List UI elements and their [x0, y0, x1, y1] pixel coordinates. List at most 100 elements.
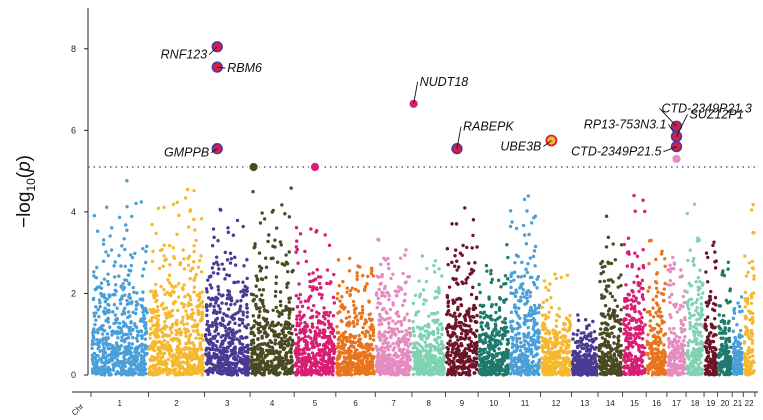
snp-point — [263, 326, 267, 330]
snp-point — [529, 221, 534, 225]
snp-point — [166, 340, 170, 345]
snp-point — [523, 316, 527, 321]
snp-point — [259, 277, 264, 281]
snp-point — [240, 342, 245, 347]
snp-point — [185, 356, 190, 361]
snp-point — [345, 356, 350, 360]
snp-point — [351, 321, 356, 325]
snp-point — [371, 370, 375, 375]
snp-point — [521, 291, 525, 296]
snp-point — [522, 233, 527, 237]
chromosome-label: 20 — [720, 399, 729, 408]
snp-point — [458, 312, 462, 316]
snp-point — [255, 358, 259, 362]
snp-point — [210, 368, 214, 373]
snp-point — [112, 349, 117, 353]
snp-point — [167, 281, 172, 285]
snp-point — [249, 363, 254, 367]
snp-point — [499, 285, 503, 289]
snp-point — [214, 344, 218, 348]
snp-point — [401, 303, 405, 308]
snp-point — [204, 353, 209, 357]
snp-point — [120, 369, 124, 373]
snp-point — [215, 310, 219, 314]
snp-point — [200, 373, 204, 377]
snp-point — [241, 288, 246, 292]
snp-point — [397, 314, 401, 318]
snp-point — [347, 269, 352, 273]
snp-point — [144, 260, 148, 265]
snp-point — [226, 357, 230, 362]
snp-point — [181, 287, 185, 292]
snp-point — [94, 353, 99, 358]
snp-point — [400, 329, 404, 334]
snp-point — [119, 264, 123, 268]
snp-point — [254, 274, 258, 278]
snp-point — [467, 370, 471, 375]
snp-point — [186, 362, 190, 367]
snp-point — [407, 326, 412, 331]
snp-point — [109, 248, 114, 252]
snp-point — [275, 350, 280, 354]
snp-point — [129, 320, 133, 324]
snp-point — [212, 353, 216, 357]
snp-point — [363, 333, 367, 337]
snp-point — [217, 292, 221, 296]
snp-point — [331, 373, 335, 377]
snp-point — [143, 308, 147, 313]
snp-point — [445, 247, 450, 251]
snp-point — [399, 287, 404, 291]
snp-point — [90, 353, 95, 357]
snp-point — [222, 354, 226, 358]
snp-point — [192, 346, 197, 351]
snp-point — [94, 276, 98, 280]
snp-point — [127, 356, 132, 361]
snp-point — [280, 342, 284, 346]
snp-point — [226, 332, 231, 337]
snp-point — [284, 253, 288, 257]
snp-point — [94, 287, 98, 291]
snp-point — [141, 369, 146, 374]
snp-point — [274, 281, 278, 286]
snp-point — [489, 272, 493, 276]
snp-point — [472, 363, 476, 367]
snp-point — [340, 340, 344, 345]
snp-point — [189, 358, 194, 363]
snp-point — [222, 267, 226, 271]
snp-point — [163, 320, 167, 324]
snp-point — [337, 335, 342, 340]
snp-point — [474, 295, 479, 300]
snp-point — [506, 337, 510, 342]
snp-point — [182, 348, 187, 352]
snp-point — [498, 296, 502, 300]
snp-point — [509, 310, 514, 315]
snp-point — [425, 324, 429, 328]
snp-point — [194, 272, 199, 277]
snp-point — [379, 355, 383, 359]
snp-point — [495, 339, 500, 343]
snp-point — [344, 372, 348, 377]
snp-point — [121, 320, 126, 324]
snp-point — [188, 354, 193, 359]
snp-point — [194, 238, 198, 243]
snp-point — [456, 338, 460, 342]
snp-point — [399, 322, 404, 327]
snp-point — [413, 365, 417, 370]
snp-point — [504, 281, 508, 286]
snp-point — [483, 337, 487, 342]
snp-point — [94, 342, 99, 346]
snp-point — [296, 340, 300, 345]
snp-point — [403, 280, 408, 285]
snp-point — [108, 342, 112, 347]
snp-point — [152, 357, 156, 361]
snp-point — [272, 364, 276, 369]
snp-point — [355, 371, 360, 376]
snp-point — [337, 331, 341, 335]
snp-point — [157, 266, 162, 271]
snp-point — [205, 361, 209, 365]
snp-point — [115, 306, 119, 310]
snp-point — [500, 337, 505, 341]
snp-point — [417, 342, 421, 347]
snp-point — [397, 336, 401, 341]
snp-point — [336, 367, 340, 372]
